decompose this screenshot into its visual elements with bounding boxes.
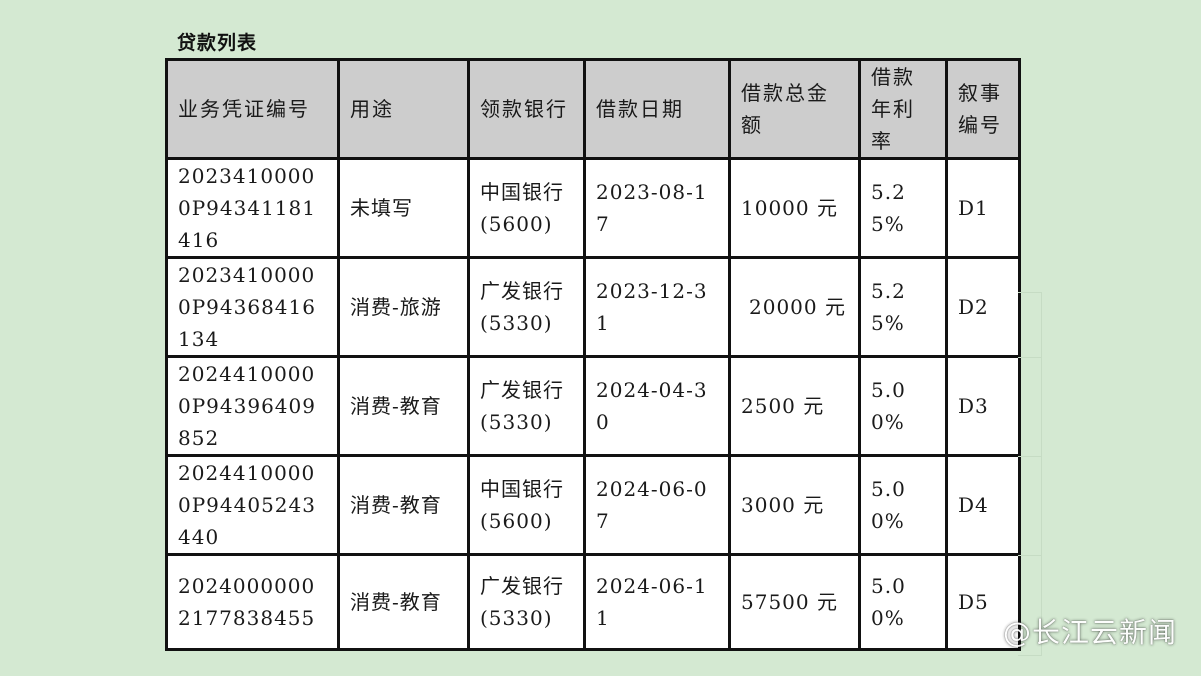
amount-cell: 2500 元 [728, 355, 861, 457]
header-amount: 借款总金额 [728, 58, 861, 160]
purpose-cell: 消费-教育 [337, 355, 470, 457]
bank-cell: 广发银行(5330) [467, 256, 586, 358]
background-grid-line [1018, 555, 1042, 556]
amount-cell: 20000 元 [728, 256, 861, 358]
narrative-cell: D1 [945, 157, 1021, 259]
header-rate: 借款年利率 [858, 58, 948, 160]
header-narrative: 叙事编号 [945, 58, 1021, 160]
background-grid-line [1018, 357, 1042, 358]
table-row: 20244100000P94396409852 消费-教育 广发银行(5330)… [165, 355, 1021, 457]
purpose-cell: 消费-教育 [337, 454, 470, 556]
date-cell: 2023-08-17 [583, 157, 731, 259]
header-bank: 领款银行 [467, 58, 586, 160]
rate-cell: 5.00% [858, 454, 948, 556]
date-cell: 2024-06-07 [583, 454, 731, 556]
voucher-cell: 20234100000P94341181416 [165, 157, 340, 259]
table-row: 20234100000P94368416134 消费-旅游 广发银行(5330)… [165, 256, 1021, 358]
voucher-cell: 20240000002177838455 [165, 553, 340, 651]
purpose-cell: 消费-旅游 [337, 256, 470, 358]
background-grid-line [1018, 456, 1042, 457]
bank-cell: 中国银行(5600) [467, 454, 586, 556]
rate-cell: 5.25% [858, 256, 948, 358]
header-date: 借款日期 [583, 58, 731, 160]
purpose-cell: 消费-教育 [337, 553, 470, 651]
narrative-cell: D3 [945, 355, 1021, 457]
date-cell: 2023-12-31 [583, 256, 731, 358]
voucher-cell: 20234100000P94368416134 [165, 256, 340, 358]
watermark: @长江云新闻 [967, 611, 1177, 651]
voucher-cell: 20244100000P94405243440 [165, 454, 340, 556]
table-row: 20244100000P94405243440 消费-教育 中国银行(5600)… [165, 454, 1021, 556]
table-row: 20234100000P94341181416 未填写 中国银行(5600) 2… [165, 157, 1021, 259]
bank-cell: 中国银行(5600) [467, 157, 586, 259]
table-row: 20240000002177838455 消费-教育 广发银行(5330) 20… [165, 553, 1021, 651]
header-purpose: 用途 [337, 58, 470, 160]
narrative-cell: D4 [945, 454, 1021, 556]
weibo-icon [967, 620, 995, 644]
narrative-cell: D2 [945, 256, 1021, 358]
background-grid [1018, 292, 1042, 656]
table-header-row: 业务凭证编号 用途 领款银行 借款日期 借款总金额 借款年利率 叙事编号 [165, 58, 1021, 160]
bank-cell: 广发银行(5330) [467, 355, 586, 457]
rate-cell: 5.00% [858, 553, 948, 651]
date-cell: 2024-04-30 [583, 355, 731, 457]
amount-cell: 3000 元 [728, 454, 861, 556]
header-voucher: 业务凭证编号 [165, 58, 340, 160]
amount-cell: 57500 元 [728, 553, 861, 651]
date-cell: 2024-06-11 [583, 553, 731, 651]
watermark-text: @长江云新闻 [1002, 616, 1177, 649]
bank-cell: 广发银行(5330) [467, 553, 586, 651]
rate-cell: 5.00% [858, 355, 948, 457]
voucher-cell: 20244100000P94396409852 [165, 355, 340, 457]
purpose-cell: 未填写 [337, 157, 470, 259]
loan-table: 业务凭证编号 用途 领款银行 借款日期 借款总金额 借款年利率 叙事编号 202… [165, 58, 1021, 651]
amount-cell: 10000 元 [728, 157, 861, 259]
rate-cell: 5.25% [858, 157, 948, 258]
document-title: 贷款列表 [177, 32, 258, 54]
